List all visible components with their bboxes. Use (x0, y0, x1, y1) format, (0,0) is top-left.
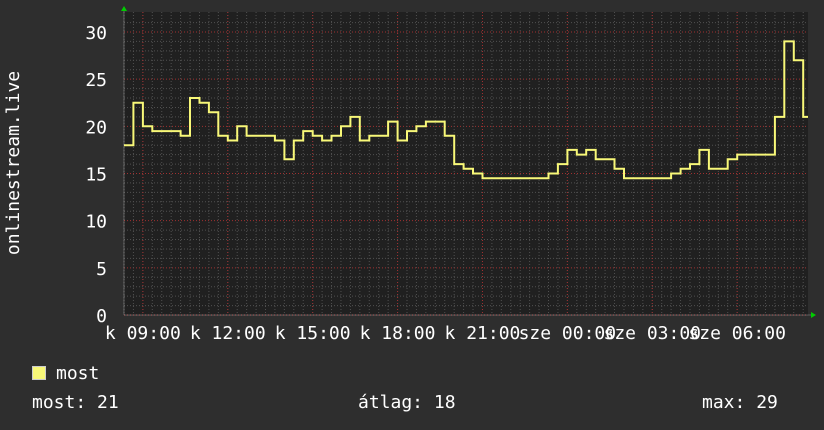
x-axis-arrow-icon (811, 312, 816, 318)
x-tick-label: sze 06:00 (688, 323, 786, 344)
y-tick-label: 5 (96, 259, 107, 280)
plot-area (124, 12, 808, 315)
y-tick-label: 30 (85, 23, 107, 44)
stat-average: átlag: 18 (358, 392, 456, 413)
x-tick-label: k 09:00 (105, 323, 181, 344)
legend-label: most (56, 363, 100, 384)
y-tick-label: 10 (85, 212, 107, 233)
x-tick-label: k 15:00 (275, 323, 351, 344)
stat-current: most: 21 (32, 392, 119, 413)
x-tick-label: sze 00:00 (519, 323, 617, 344)
x-tick-label: sze 03:00 (603, 323, 701, 344)
y-tick-label: 15 (85, 165, 107, 186)
series-line-most (124, 40, 808, 180)
y-axis-arrow-icon (121, 6, 127, 11)
y-axis-label: onlinestream.live (3, 71, 24, 255)
y-tick-label: 20 (85, 117, 107, 138)
y-tick-label: 0 (96, 306, 107, 327)
y-tick-label: 25 (85, 70, 107, 91)
x-tick-label: k 12:00 (190, 323, 266, 344)
x-tick-label: k 18:00 (360, 323, 436, 344)
stat-max: max: 29 (702, 392, 778, 413)
legend-swatch (32, 366, 46, 380)
x-tick-label: k 21:00 (445, 323, 521, 344)
legend-item: most (32, 363, 99, 384)
